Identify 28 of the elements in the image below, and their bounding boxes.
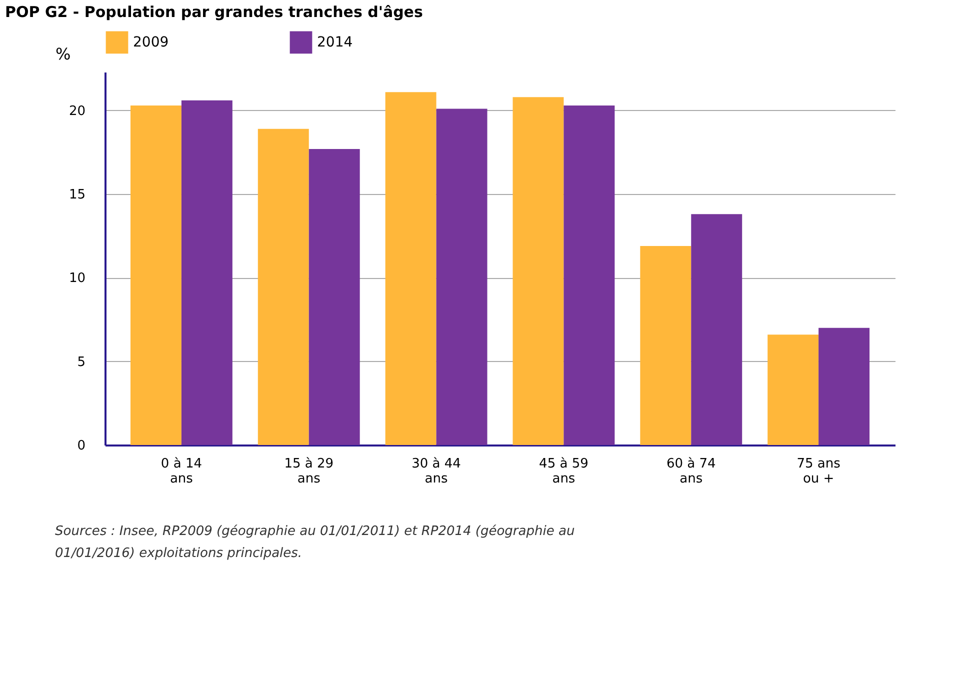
source-note: Sources : Insee, RP2009 (géographie au 01/01/2011) et RP2014 (géographie au 01/01/2016) exploitations principales.: [55, 524, 575, 561]
x-tick-label: 60 à 74 ans: [666, 456, 716, 486]
y-axis-title: %: [56, 44, 71, 64]
bar: [640, 246, 692, 445]
x-tick-label: 30 à 44 ans: [412, 456, 461, 486]
chart-title: POP G2 - Population par grandes tranches d'âges: [5, 3, 423, 21]
bar: [818, 328, 870, 445]
legend-label: 2009: [133, 34, 169, 50]
bar: [436, 108, 488, 445]
y-tick-label: 5: [77, 354, 86, 370]
bar: [258, 128, 309, 445]
y-tick-label: 20: [68, 104, 86, 119]
bar: [768, 334, 819, 445]
bar: [691, 214, 742, 445]
bar: [385, 92, 436, 445]
y-tick-label: 15: [68, 188, 86, 203]
x-tick-label: 45 à 59 ans: [539, 456, 588, 486]
bar: [130, 105, 182, 445]
bar: [181, 100, 232, 445]
y-tick-label: 0: [77, 438, 86, 454]
x-tick-label: 15 à 29 ans: [284, 456, 334, 486]
y-tick-label: 10: [68, 271, 86, 286]
x-tick-label: 75 ans ou +: [796, 456, 841, 486]
legend-label: 2014: [317, 34, 353, 50]
bar: [564, 105, 615, 445]
x-tick-label: 0 à 14 ans: [160, 456, 202, 486]
bar: [308, 148, 360, 445]
bar: [512, 97, 564, 445]
